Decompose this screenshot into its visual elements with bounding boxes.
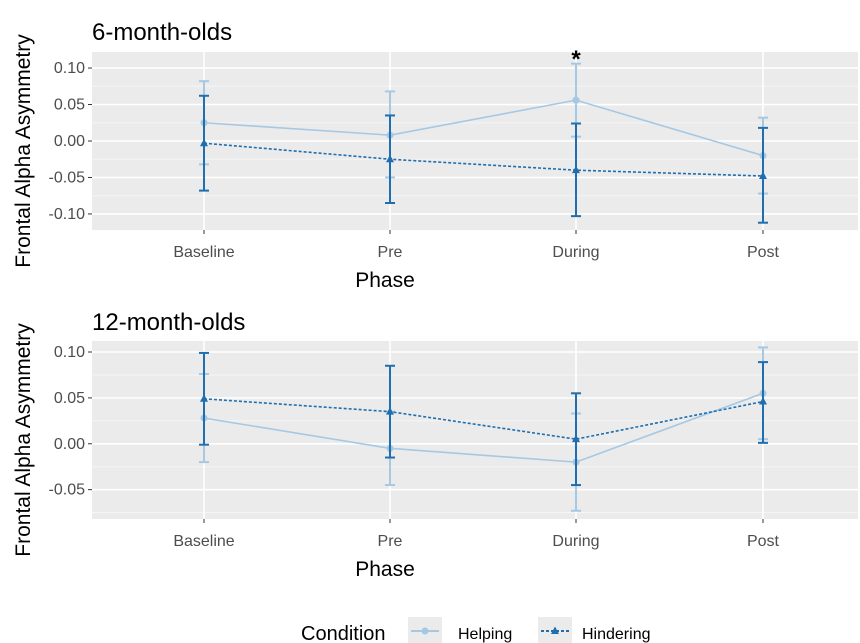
legend-title: Condition [301, 623, 386, 643]
series-hindering [199, 351, 768, 487]
data-point-triangle [386, 407, 394, 415]
series-line [203, 142, 764, 177]
data-point-triangle [386, 154, 394, 163]
data-point-triangle [200, 394, 208, 402]
series-line [203, 99, 764, 157]
y-tick-label: 0.10 [54, 60, 85, 77]
y-axis-title: Frontal Alpha Asymmetry [12, 34, 35, 268]
plot-background [92, 341, 858, 519]
legend-key-triangle [551, 626, 559, 634]
y-tick-label: 0.05 [54, 97, 85, 114]
panel-1: 0.10 0.05 0.00 -0.05 -0.10 Baseline Pre During P… [12, 19, 858, 292]
legend-label: Helping [458, 626, 512, 643]
x-tick-label: Post [747, 244, 780, 261]
y-tick-label: -0.05 [49, 169, 86, 186]
data-point-triangle [759, 397, 767, 405]
data-point-triangle [572, 434, 580, 443]
data-point-triangle [759, 171, 767, 180]
legend-item-helping: Helping [408, 617, 512, 643]
x-tick-label: Baseline [173, 533, 234, 550]
panel-title: 6-month-olds [92, 19, 232, 46]
y-tick-label: -0.05 [49, 482, 86, 499]
x-axis-title: Phase [355, 558, 415, 581]
series-line [203, 392, 764, 463]
x-tick-label: Post [747, 533, 780, 550]
x-tick-label: Pre [378, 244, 403, 261]
data-point-triangle [200, 138, 208, 147]
x-tick-label: Baseline [173, 244, 234, 261]
legend-key-circle [421, 627, 429, 635]
panel-title: 12-month-olds [92, 309, 245, 336]
y-tick-label: 0.00 [54, 133, 85, 150]
series-hindering [199, 94, 768, 224]
y-tick-label: -0.10 [49, 206, 86, 223]
legend: Condition Helping Hindering [301, 617, 650, 643]
y-tick-label: 0.05 [54, 390, 85, 407]
legend-item-hindering: Hindering [538, 617, 650, 643]
y-axis-title: Frontal Alpha Asymmetry [12, 323, 35, 557]
legend-label: Hindering [582, 626, 650, 643]
y-tick-label: 0.00 [54, 436, 85, 453]
data-point-circle [572, 96, 580, 104]
y-tick-label: 0.10 [54, 344, 85, 361]
x-tick-label: During [552, 244, 599, 261]
significance-marker: * [571, 46, 581, 73]
x-tick-label: During [552, 533, 599, 550]
series-line [203, 398, 764, 440]
panel-2: 0.10 0.05 0.00 -0.05 Baseline Pre During Post 12… [12, 309, 858, 581]
x-tick-label: Pre [378, 533, 403, 550]
data-point-triangle [572, 165, 580, 174]
x-axis-title: Phase [355, 269, 415, 292]
